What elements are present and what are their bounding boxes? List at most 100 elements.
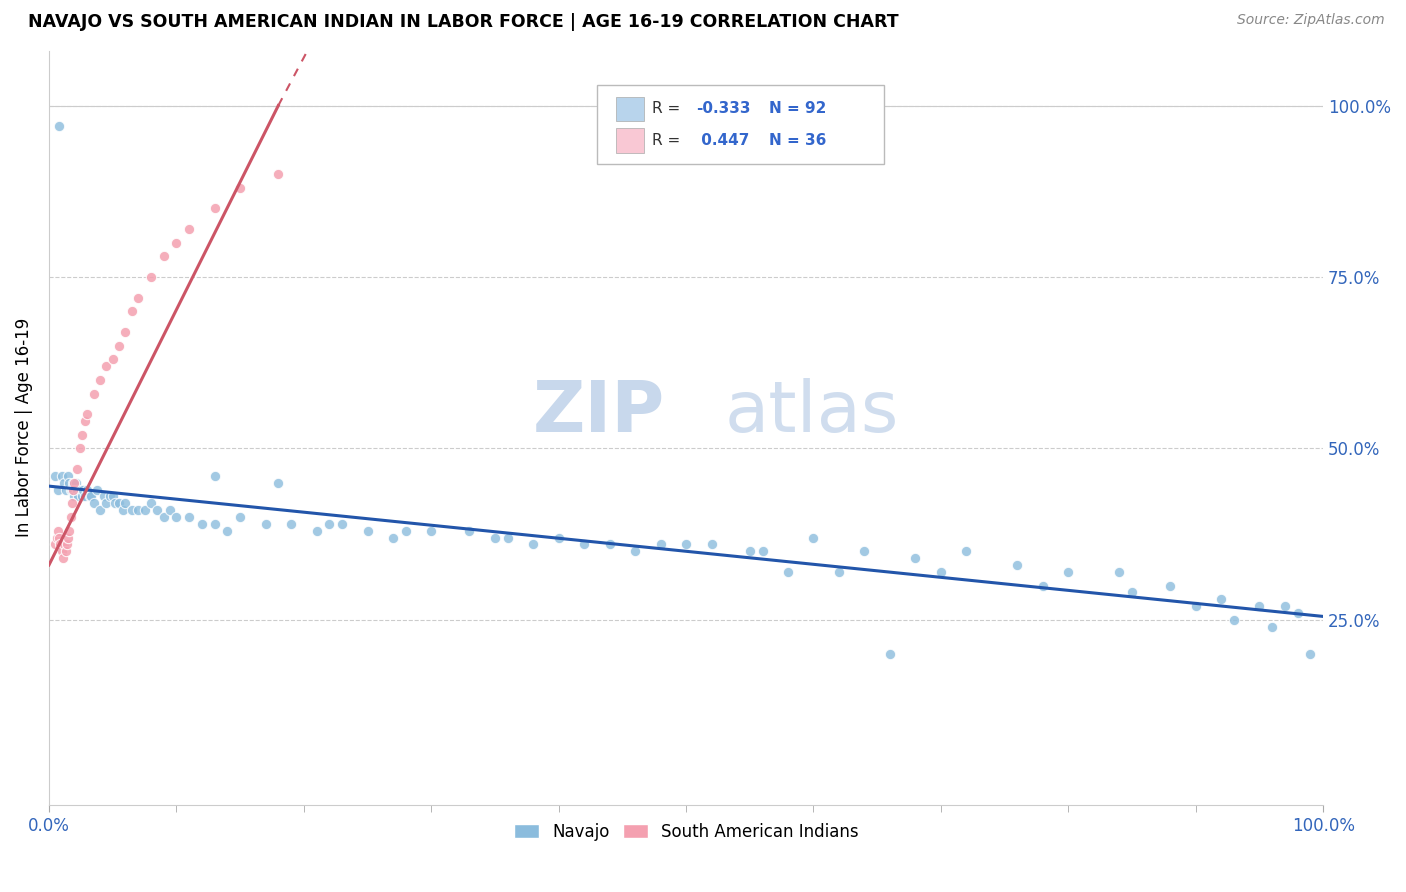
Point [134, 503, 156, 517]
Point [522, 537, 544, 551]
Point [44, 537, 66, 551]
Text: N = 36: N = 36 [769, 133, 827, 148]
Point [98, 490, 121, 504]
Point [76, 483, 98, 497]
Point [204, 468, 226, 483]
Point [127, 291, 149, 305]
Point [65, 475, 87, 490]
Point [60, 483, 83, 497]
Point [121, 304, 143, 318]
Point [179, 222, 201, 236]
Point [229, 510, 252, 524]
Point [1211, 592, 1233, 607]
Point [267, 167, 290, 181]
Point [1032, 578, 1054, 592]
Point [879, 647, 901, 661]
Point [1108, 565, 1130, 579]
Point [104, 496, 127, 510]
Point [280, 516, 302, 531]
Point [139, 270, 162, 285]
Point [63, 490, 86, 504]
Point [700, 537, 723, 551]
Point [66, 462, 89, 476]
Point [58, 475, 80, 490]
Point [73, 414, 96, 428]
Point [89, 373, 111, 387]
Point [121, 503, 143, 517]
Legend: Navajo, South American Indians: Navajo, South American Indians [509, 818, 863, 846]
Point [853, 544, 876, 558]
Point [59, 510, 82, 524]
Point [101, 490, 124, 504]
Point [56, 468, 79, 483]
Point [67, 490, 90, 504]
Point [59, 483, 82, 497]
Point [62, 475, 84, 490]
Point [152, 510, 174, 524]
Text: ZIP: ZIP [533, 378, 665, 447]
Point [496, 531, 519, 545]
Point [111, 503, 134, 517]
Point [48, 119, 70, 133]
Text: R =: R = [651, 102, 685, 116]
Point [73, 490, 96, 504]
Point [1223, 613, 1246, 627]
Point [80, 490, 103, 504]
Point [776, 565, 799, 579]
Point [70, 490, 93, 504]
Point [165, 510, 187, 524]
Point [46, 483, 69, 497]
Point [318, 516, 340, 531]
Text: NAVAJO VS SOUTH AMERICAN INDIAN IN LABOR FORCE | AGE 16-19 CORRELATION CHART: NAVAJO VS SOUTH AMERICAN INDIAN IN LABOR… [28, 13, 898, 31]
Point [96, 359, 118, 373]
Point [395, 524, 418, 538]
Point [79, 490, 101, 504]
Y-axis label: In Labor Force | Age 16-19: In Labor Force | Age 16-19 [15, 318, 32, 538]
Point [66, 483, 89, 497]
Point [330, 516, 353, 531]
Point [254, 516, 277, 531]
Point [83, 386, 105, 401]
Point [547, 531, 569, 545]
Point [146, 503, 169, 517]
Point [382, 531, 405, 545]
Point [139, 496, 162, 510]
Point [93, 490, 115, 504]
Point [356, 524, 378, 538]
Point [1261, 620, 1284, 634]
Point [191, 516, 214, 531]
Point [62, 483, 84, 497]
Text: 0.447: 0.447 [696, 133, 749, 148]
Point [1159, 578, 1181, 592]
Point [929, 565, 952, 579]
Point [599, 537, 621, 551]
Point [1274, 599, 1296, 614]
Text: atlas: atlas [724, 378, 898, 447]
Point [675, 537, 697, 551]
Point [152, 249, 174, 263]
Point [624, 544, 647, 558]
Point [53, 537, 76, 551]
Point [650, 537, 672, 551]
Point [45, 531, 67, 545]
Point [204, 202, 226, 216]
Point [1286, 606, 1309, 620]
Point [101, 352, 124, 367]
Point [96, 496, 118, 510]
Point [458, 524, 481, 538]
Point [56, 537, 79, 551]
Point [751, 544, 773, 558]
Point [127, 503, 149, 517]
Point [48, 531, 70, 545]
Point [69, 483, 91, 497]
Point [217, 524, 239, 538]
Point [305, 524, 328, 538]
Point [1249, 599, 1271, 614]
Point [267, 475, 290, 490]
FancyBboxPatch shape [616, 96, 644, 120]
Point [114, 325, 136, 339]
Point [803, 531, 825, 545]
Point [55, 483, 77, 497]
Point [46, 524, 69, 538]
Point [114, 496, 136, 510]
